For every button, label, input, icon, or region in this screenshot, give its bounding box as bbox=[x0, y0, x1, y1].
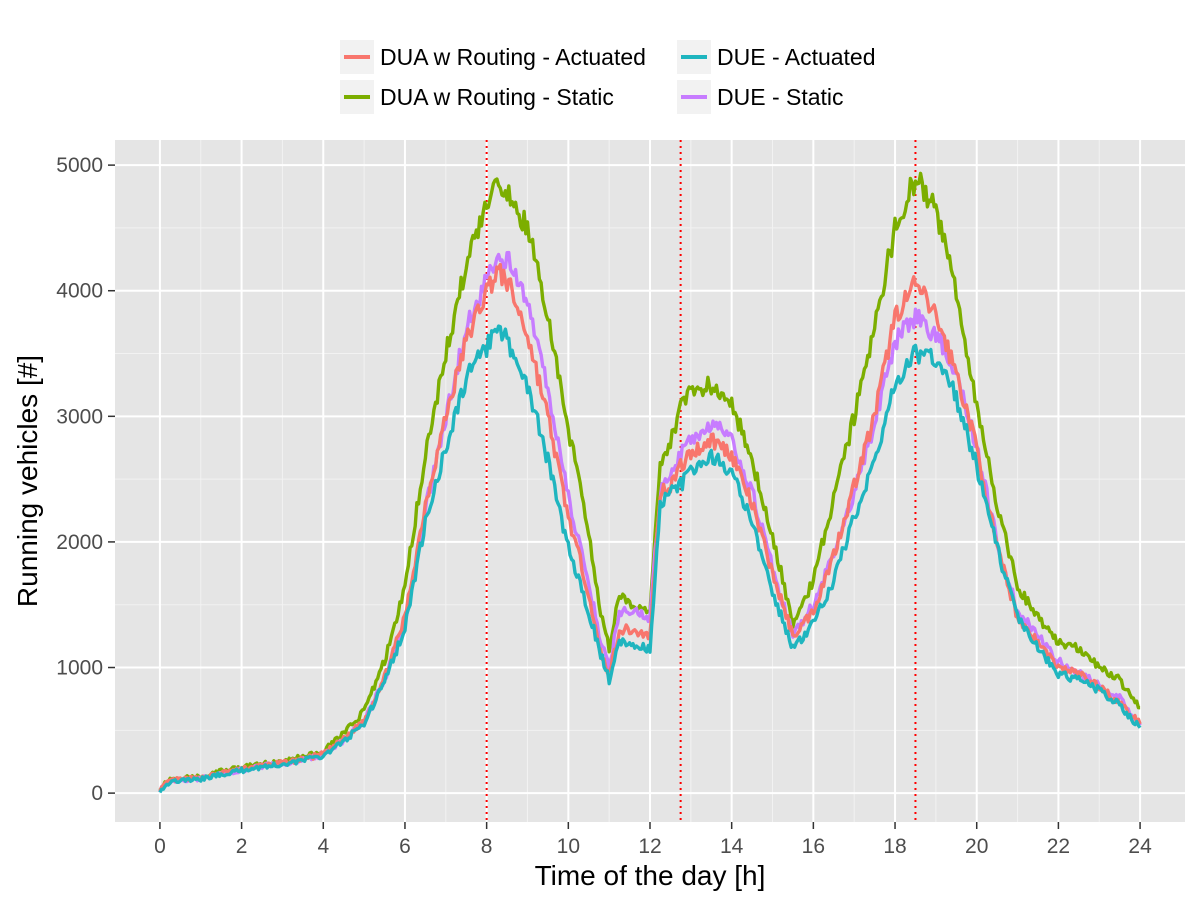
x-tick-label: 16 bbox=[802, 835, 825, 858]
y-tick-label: 4000 bbox=[56, 280, 103, 303]
x-tick-label: 12 bbox=[638, 835, 661, 858]
legend-label: DUE - Static bbox=[717, 84, 844, 110]
x-tick-label: 4 bbox=[317, 835, 329, 858]
x-tick-label: 22 bbox=[1047, 835, 1070, 858]
series-line bbox=[158, 324, 1142, 794]
x-tick-label: 6 bbox=[399, 835, 411, 858]
y-tick-label: 2000 bbox=[56, 531, 103, 554]
legend-label: DUA w Routing - Actuated bbox=[380, 44, 646, 70]
x-axis-title: Time of the day [h] bbox=[535, 860, 766, 891]
x-tick-label: 18 bbox=[883, 835, 906, 858]
y-axis-title: Running vehicles [#] bbox=[12, 355, 43, 607]
axis-ticks: 0 2 4 6 8 10 12 14 16 18 20 22 240100020003000400050… bbox=[56, 154, 1152, 858]
y-tick-label: 0 bbox=[91, 782, 103, 805]
y-tick-label: 5000 bbox=[56, 154, 103, 177]
y-tick-label: 3000 bbox=[56, 405, 103, 428]
series-lines bbox=[158, 171, 1142, 794]
x-tick-label: 2 bbox=[236, 835, 248, 858]
grid bbox=[115, 140, 1185, 822]
legend-label: DUE - Actuated bbox=[717, 44, 876, 70]
x-tick-label: 20 bbox=[965, 835, 988, 858]
x-tick-label: 8 bbox=[481, 835, 493, 858]
legend: DUA w Routing - Actuated DUE - Actuated DU… bbox=[340, 40, 876, 114]
x-tick-label: 24 bbox=[1128, 835, 1152, 858]
x-tick-label: 0 bbox=[154, 835, 166, 858]
y-tick-label: 1000 bbox=[56, 657, 103, 680]
x-tick-label: 14 bbox=[720, 835, 744, 858]
x-tick-label: 10 bbox=[557, 835, 580, 858]
legend-label: DUA w Routing - Static bbox=[380, 84, 614, 110]
